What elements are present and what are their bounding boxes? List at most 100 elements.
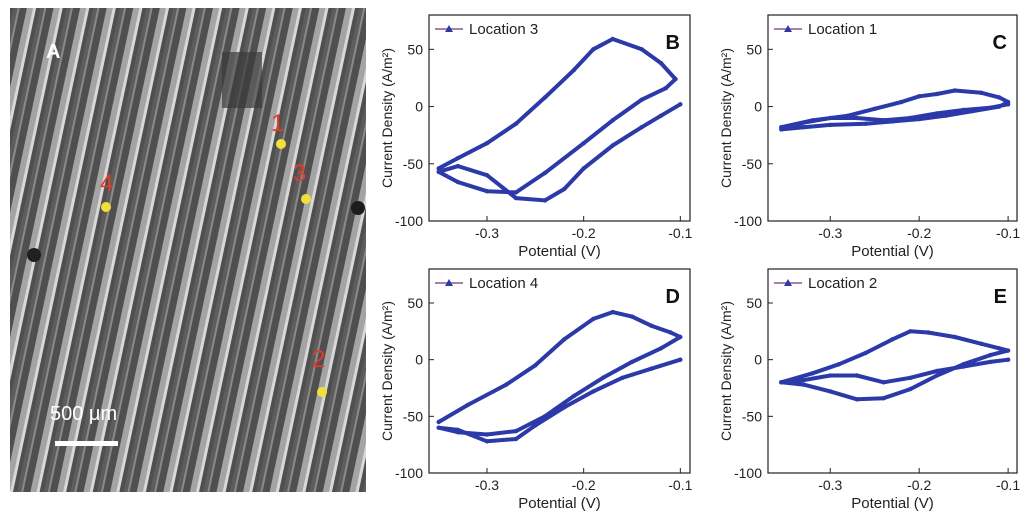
data-point: [484, 439, 490, 444]
legend-label: Location 3: [469, 21, 538, 38]
data-point: [658, 60, 664, 66]
x-tick-label: -0.2: [572, 477, 596, 493]
location-label: 1: [271, 110, 284, 137]
y-tick-label: 50: [407, 295, 423, 311]
data-point: [828, 115, 833, 121]
data-point: [649, 366, 654, 371]
legend-marker: [445, 279, 453, 286]
x-tick-label: -0.1: [996, 477, 1020, 493]
y-tick-label: 0: [415, 352, 423, 368]
data-point: [678, 334, 683, 340]
data-point: [934, 111, 940, 116]
scale-bar: 500 μm: [50, 403, 118, 446]
data-point: [899, 99, 904, 105]
data-point: [629, 359, 635, 365]
data-point: [952, 88, 957, 93]
data-point: [988, 105, 993, 110]
data-point: [610, 118, 615, 123]
data-point: [610, 309, 615, 315]
data-point: [854, 373, 860, 378]
data-point: [562, 405, 567, 410]
panel-letter: E: [994, 286, 1007, 308]
data-point: [863, 121, 868, 126]
data-point: [533, 363, 538, 368]
data-point: [455, 155, 461, 161]
data-point: [881, 396, 886, 401]
data-point: [620, 375, 625, 380]
data-point: [917, 116, 922, 122]
data-point: [542, 95, 548, 100]
data-point: [513, 195, 519, 201]
x-tick-label: -0.3: [475, 225, 499, 241]
y-tick-label: -100: [734, 465, 762, 481]
data-point: [513, 190, 519, 195]
data-point: [542, 170, 548, 176]
data-point: [484, 432, 490, 437]
data-point: [934, 373, 940, 378]
y-tick-label: 50: [746, 41, 762, 57]
data-point: [810, 118, 815, 123]
data-point: [639, 97, 644, 102]
data-point: [979, 90, 984, 96]
y-tick-label: -50: [742, 408, 762, 424]
location-marker-3: 3: [293, 160, 311, 204]
y-tick-label: -100: [734, 213, 762, 229]
y-axis-label: Current Density (A/m²): [718, 301, 734, 441]
location-label: 3: [293, 160, 306, 187]
data-point: [943, 113, 949, 118]
x-tick-label: -0.3: [818, 225, 842, 241]
data-point: [542, 414, 548, 419]
location-dot: [101, 202, 111, 212]
data-point: [562, 186, 567, 192]
x-axis-label: Potential (V): [851, 243, 934, 260]
x-axis-label: Potential (V): [851, 495, 934, 512]
data-point: [610, 36, 615, 42]
data-point: [934, 91, 940, 97]
data-point: [513, 428, 519, 434]
data-point: [988, 352, 993, 358]
data-point: [581, 141, 586, 146]
data-point: [801, 125, 806, 130]
y-tick-label: 0: [415, 99, 423, 115]
data-point: [997, 346, 1002, 351]
data-point: [484, 189, 490, 194]
y-tick-label: 50: [407, 41, 423, 57]
location-dot: [301, 194, 311, 204]
data-point: [513, 436, 519, 442]
data-point: [629, 314, 635, 319]
y-tick-label: -50: [742, 156, 762, 172]
data-point: [917, 94, 922, 99]
micrograph-panel: A 1 3 4 2 500 μm: [10, 8, 366, 492]
data-point: [934, 368, 940, 374]
location-marker-2: 2: [312, 346, 327, 397]
data-point: [436, 166, 441, 171]
data-point: [801, 120, 806, 125]
panel-letter: D: [666, 286, 680, 308]
data-point: [854, 115, 860, 121]
x-axis-label: Potential (V): [518, 243, 601, 260]
legend-label: Location 4: [469, 275, 538, 292]
legend-marker: [445, 25, 453, 32]
data-point: [562, 337, 567, 342]
data-point: [881, 118, 886, 123]
dark-pore-feature: [351, 201, 365, 215]
dark-pore-feature: [27, 248, 41, 262]
data-point: [908, 329, 913, 334]
data-point: [881, 380, 886, 385]
data-point: [455, 427, 461, 433]
x-tick-label: -0.3: [818, 477, 842, 493]
data-point: [961, 364, 966, 369]
x-tick-label: -0.1: [668, 477, 692, 493]
data-point: [571, 393, 577, 399]
data-point: [581, 166, 586, 171]
micrograph-image: [10, 8, 366, 492]
data-point: [591, 47, 596, 52]
data-point: [658, 113, 664, 118]
y-tick-label: 50: [746, 295, 762, 311]
data-point: [663, 86, 668, 91]
data-point: [455, 163, 461, 169]
surface-pit-feature: [222, 52, 262, 108]
legend-label: Location 1: [808, 21, 877, 38]
x-tick-label: -0.2: [907, 477, 931, 493]
